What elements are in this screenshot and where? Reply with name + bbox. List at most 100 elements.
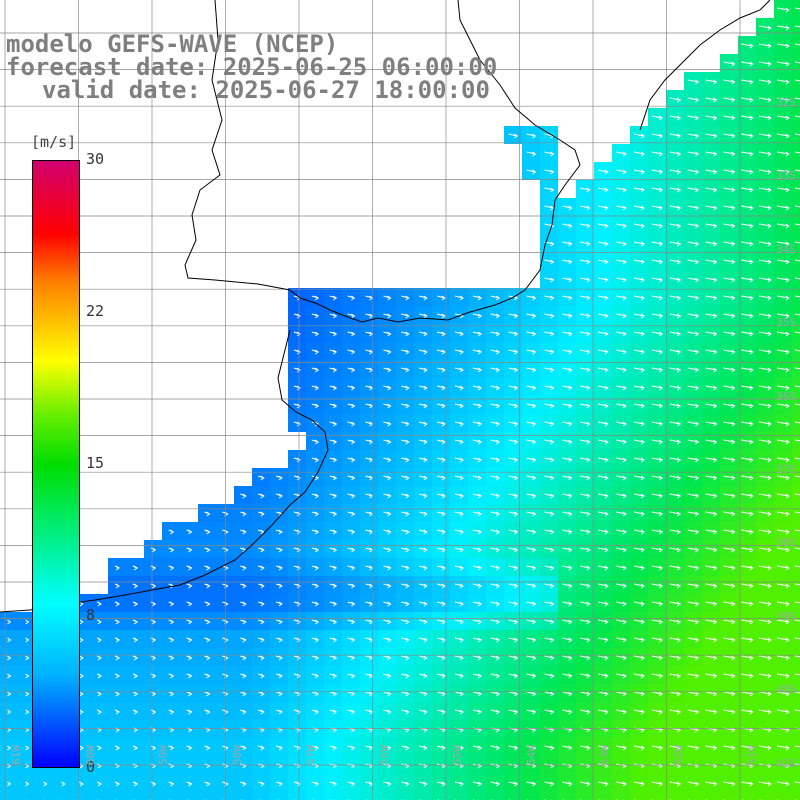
wind-arrow — [508, 511, 518, 515]
wind-arrow — [544, 187, 554, 191]
wind-arrow-head — [640, 691, 645, 697]
wind-arrow-head — [405, 439, 410, 445]
wind-arrow-head — [133, 565, 139, 571]
wind-cell — [792, 270, 800, 288]
wind-arrow — [741, 313, 753, 317]
wind-arrow-head — [188, 529, 193, 535]
wind-arrow-head — [532, 367, 537, 373]
wind-arrow — [687, 745, 699, 749]
wind-arrow-head — [767, 349, 772, 355]
wind-arrow — [508, 565, 518, 569]
wind-arrow — [777, 151, 789, 155]
wind-arrow — [723, 709, 735, 713]
wind-arrow-head — [351, 295, 356, 301]
wind-arrow — [669, 133, 681, 137]
wind-arrow-head — [550, 565, 555, 571]
wind-arrow-head — [550, 691, 555, 697]
wind-cell — [540, 792, 558, 800]
wind-arrow-head — [785, 223, 790, 229]
wind-arrow-head — [767, 583, 772, 589]
wind-arrow-head — [767, 709, 772, 715]
wind-arrow-head — [314, 313, 320, 319]
wind-arrow — [615, 709, 627, 713]
wind-arrow — [723, 565, 735, 569]
wind-arrow — [794, 187, 800, 190]
wind-arrow-head — [695, 565, 700, 571]
wind-arrow-head — [151, 583, 157, 589]
wind-arrow-head — [749, 475, 754, 481]
wind-arrow-head — [296, 457, 301, 463]
wind-arrow-head — [658, 403, 664, 409]
wind-arrow-head — [423, 457, 428, 463]
wind-arrow — [687, 277, 699, 281]
wind-arrow — [651, 565, 663, 569]
wind-arrow-head — [278, 709, 283, 715]
wind-arrow-head — [514, 349, 519, 355]
wind-arrow-head — [731, 493, 736, 499]
wind-arrow — [651, 205, 663, 209]
wind-arrow — [508, 547, 518, 551]
wind-arrow-head — [423, 709, 428, 715]
wind-arrow-head — [749, 277, 754, 283]
wind-cell — [198, 792, 216, 800]
wind-arrow-head — [260, 691, 265, 697]
wind-arrow-head — [532, 637, 537, 643]
wind-arrow-head — [459, 637, 464, 643]
wind-arrow-head — [586, 457, 591, 463]
wind-arrow-head — [695, 151, 700, 157]
wind-arrow-head — [405, 673, 410, 679]
wind-arrow-head — [622, 583, 627, 589]
wind-arrow — [598, 439, 608, 443]
wind-arrow — [723, 493, 735, 497]
wind-arrow-head — [749, 169, 754, 175]
wind-arrow — [526, 367, 536, 371]
wind-arrow — [615, 583, 627, 587]
wind-arrow — [651, 691, 663, 695]
wind-arrow-head — [351, 457, 356, 463]
wind-arrow-head — [767, 745, 772, 751]
wind-arrow — [651, 637, 663, 641]
wind-arrow — [633, 709, 645, 713]
wind-arrow-head — [133, 637, 139, 643]
wind-arrow-head — [550, 475, 555, 481]
wind-arrow — [723, 313, 735, 317]
wind-arrow — [794, 61, 800, 64]
wind-arrow-head — [731, 79, 736, 85]
wind-arrow-head — [242, 691, 247, 697]
wind-arrow — [741, 259, 753, 263]
wind-arrow-head — [477, 421, 483, 427]
wind-arrow-head — [405, 421, 410, 427]
wind-arrow-head — [622, 205, 627, 211]
wind-arrow — [580, 313, 590, 317]
wind-arrow — [723, 169, 735, 173]
colorbar-tick: 22 — [86, 302, 105, 320]
wind-arrow-head — [278, 637, 283, 643]
wind-arrow-head — [477, 403, 483, 409]
wind-arrow-head — [713, 169, 718, 175]
wind-arrow — [633, 385, 645, 389]
wind-arrow — [508, 493, 518, 497]
wind-arrow-head — [97, 781, 102, 787]
wind-arrow-head — [713, 403, 718, 409]
wind-arrow-head — [405, 493, 410, 499]
wind-arrow-head — [133, 655, 139, 661]
wind-arrow — [633, 655, 645, 659]
wind-arrow — [651, 511, 663, 515]
wind-arrow-head — [550, 421, 555, 427]
wind-arrow — [669, 529, 681, 533]
wind-arrow-head — [532, 295, 537, 301]
wind-arrow-head — [568, 745, 573, 751]
wind-arrow-head — [514, 619, 519, 625]
wind-arrow — [705, 97, 717, 101]
wind-arrow-head — [314, 439, 320, 445]
wind-arrow — [562, 331, 572, 335]
wind-arrow-head — [495, 475, 501, 481]
wind-arrow-head — [278, 655, 283, 661]
wind-arrow — [526, 403, 536, 407]
wind-arrow — [651, 259, 663, 263]
wind-arrow-head — [260, 781, 265, 787]
wind-arrow-head — [151, 673, 157, 679]
wind-arrow — [562, 457, 572, 461]
wind-arrow-head — [785, 169, 790, 175]
wind-arrow-head — [731, 601, 736, 607]
